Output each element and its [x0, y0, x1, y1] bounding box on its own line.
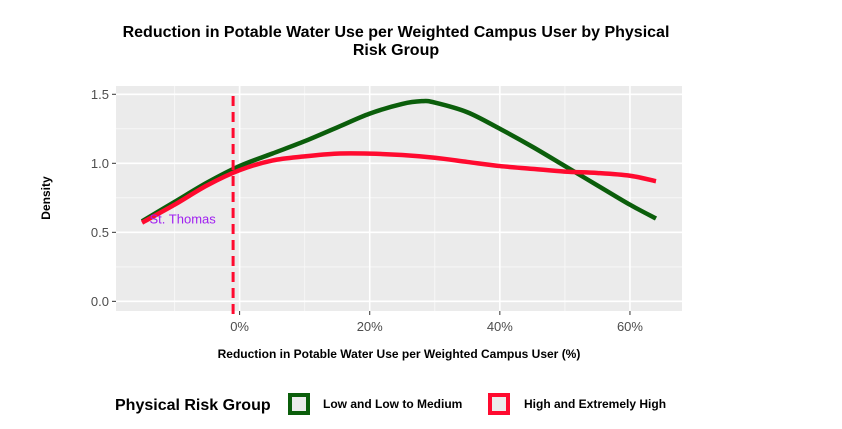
- legend-key-high-extreme-line: [488, 393, 510, 415]
- y-tick-label: 1.5: [91, 87, 109, 102]
- major-gridlines: [116, 86, 682, 311]
- legend-title: Physical Risk Group: [115, 397, 271, 414]
- y-axis-title: Density: [39, 176, 53, 220]
- x-tick-label: 40%: [487, 319, 513, 334]
- legend-label-low-medium: Low and Low to Medium: [323, 397, 462, 411]
- chart-title-line2: Risk Group: [353, 42, 439, 59]
- x-tick-label: 0%: [230, 319, 249, 334]
- series-lines: [140, 98, 658, 225]
- legend-label-high-extreme: High and Extremely High: [524, 397, 666, 411]
- st-thomas-annotation: St. Thomas: [150, 212, 217, 227]
- y-tick-label: 0.0: [91, 294, 109, 309]
- minor-gridlines: [116, 86, 682, 311]
- plot-panel: [116, 86, 682, 311]
- y-axis: 0.0 0.5 1.0 1.5: [91, 87, 116, 309]
- legend: Physical Risk Group Low and Low to Mediu…: [115, 393, 666, 415]
- series-line-high-extreme: [140, 151, 657, 225]
- x-axis: 0% 20% 40% 60%: [230, 311, 643, 334]
- chart-title-line1: Reduction in Potable Water Use per Weigh…: [123, 24, 670, 41]
- x-tick-label: 60%: [617, 319, 643, 334]
- series-line-low-medium: [140, 98, 658, 224]
- y-tick-label: 1.0: [91, 156, 109, 171]
- x-axis-title: Reduction in Potable Water Use per Weigh…: [218, 347, 581, 361]
- legend-key-low-medium-line: [288, 393, 310, 415]
- y-tick-label: 0.5: [91, 225, 109, 240]
- x-tick-label: 20%: [357, 319, 383, 334]
